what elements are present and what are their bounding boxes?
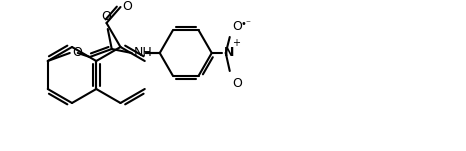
- Text: +: +: [232, 38, 240, 48]
- Text: O: O: [72, 47, 82, 59]
- Text: NH: NH: [134, 47, 152, 59]
- Text: •⁻: •⁻: [241, 19, 252, 29]
- Text: N: N: [224, 47, 234, 59]
- Text: O: O: [232, 20, 242, 33]
- Text: O: O: [101, 10, 111, 23]
- Text: O: O: [123, 0, 132, 13]
- Text: O: O: [232, 77, 242, 90]
